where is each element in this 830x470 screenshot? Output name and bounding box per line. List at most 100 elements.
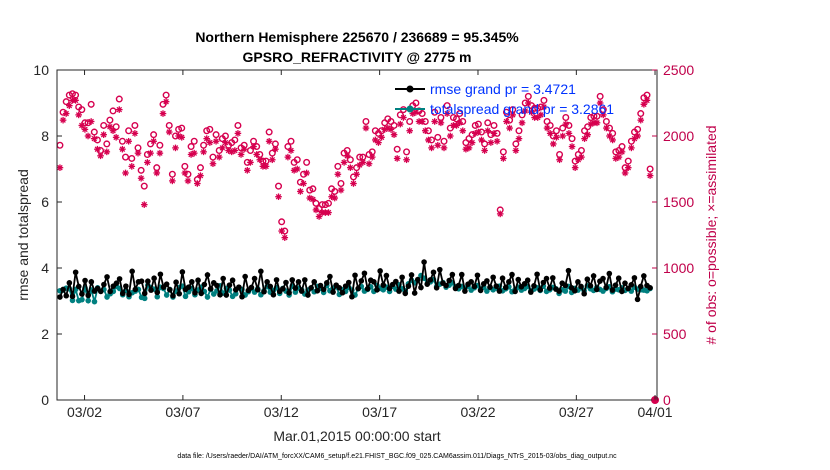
obs-assimilated-stroke-78-3 xyxy=(300,180,307,187)
obs-assimilated-point-151 xyxy=(528,108,535,116)
obs-assimilated-point-58 xyxy=(237,151,245,158)
obs-assimilated-stroke-20-3 xyxy=(119,146,126,152)
obs-assimilated-point-90 xyxy=(337,186,345,194)
y-right-tick-label-2: 1000 xyxy=(663,260,694,276)
y-axis-left-label: rmse and totalspread xyxy=(15,169,31,301)
rmse-point-98 xyxy=(364,285,371,292)
obs-assimilated-point-73 xyxy=(284,153,292,161)
obs-possible-point-10 xyxy=(87,100,95,108)
obs-assimilated-stroke-158-3 xyxy=(550,141,557,147)
rmse-point-46 xyxy=(201,281,208,288)
rmse-point-161 xyxy=(562,282,569,289)
obs-assimilated-stroke-189-3 xyxy=(647,172,653,179)
obs-possible-point-46 xyxy=(200,141,208,149)
obs-possible-point-120 xyxy=(431,108,439,116)
rmse-point-101 xyxy=(374,286,380,293)
obs-assimilated-point-163 xyxy=(565,130,573,137)
rmse-point-137 xyxy=(487,284,493,290)
obs-assimilated-stroke-33-3 xyxy=(160,110,166,117)
obs-assimilated-stroke-59-3 xyxy=(241,146,247,152)
rmse-point-110 xyxy=(402,290,409,297)
rmse-point-142 xyxy=(502,284,509,291)
obs-possible-point-139 xyxy=(490,121,498,129)
obs-assimilated-stroke-155-3 xyxy=(541,104,547,110)
obs-possible-point-20 xyxy=(118,137,126,145)
obs-possible-point-175 xyxy=(602,117,610,125)
spread-point-34 xyxy=(163,292,170,298)
obs-assimilated-point-14 xyxy=(100,131,107,138)
obs-assimilated-stroke-136-3 xyxy=(481,147,488,154)
rmse-point-19 xyxy=(116,276,123,282)
obs-assimilated-stroke-122-3 xyxy=(438,120,444,126)
obs-assimilated-point-69 xyxy=(272,145,279,153)
obs-possible-point-161 xyxy=(559,124,567,132)
legend-rmse-label: rmse grand pr = 3.4721 xyxy=(430,81,576,97)
obs-assimilated-point-82 xyxy=(312,206,320,214)
obs-assimilated-point-158 xyxy=(550,140,557,148)
obs-assimilated-point-61 xyxy=(247,159,254,166)
obs-assimilated-stroke-64-3 xyxy=(257,156,263,163)
obs-possible-point-108 xyxy=(393,145,401,153)
obs-assimilated-point-146 xyxy=(512,147,520,154)
x-tick-label-4: 03/22 xyxy=(460,404,495,420)
obs-assimilated-point-116 xyxy=(418,118,426,125)
obs-assimilated-point-31 xyxy=(153,169,161,177)
rmse-point-13 xyxy=(97,288,104,295)
obs-assimilated-stroke-68-3 xyxy=(269,156,276,163)
obs-assimilated-stroke-51-3 xyxy=(216,154,222,160)
obs-assimilated-stroke-98-3 xyxy=(363,125,369,131)
rmse-point-168 xyxy=(584,276,591,283)
obs-assimilated-point-25 xyxy=(134,149,142,157)
obs-assimilated-point-142 xyxy=(500,155,507,162)
obs-possible-point-114 xyxy=(412,99,420,107)
rmse-point-134 xyxy=(477,287,484,294)
rmse-point-96 xyxy=(358,278,365,284)
rmse-point-169 xyxy=(587,283,594,289)
obs-assimilated-point-97 xyxy=(359,159,367,166)
obs-assimilated-point-2 xyxy=(62,110,70,117)
rmse-point-92 xyxy=(345,279,352,286)
rmse-point-173 xyxy=(600,275,606,282)
obs-possible-point-171 xyxy=(590,112,598,120)
obs-assimilated-stroke-110-3 xyxy=(400,114,407,121)
obs-assimilated-point-24 xyxy=(131,130,139,137)
obs-possible-point-35 xyxy=(165,121,173,129)
obs-assimilated-point-135 xyxy=(478,136,485,144)
obs-assimilated-stroke-37-3 xyxy=(172,145,179,151)
obs-possible-point-43 xyxy=(190,137,198,145)
obs-assimilated-stroke-71-3 xyxy=(278,228,285,234)
spread-point-56 xyxy=(232,290,239,297)
obs-possible-point-67 xyxy=(265,128,273,136)
obs-possible-point-42 xyxy=(187,143,195,151)
obs-assimilated-stroke-9-3 xyxy=(85,133,91,139)
obs-assimilated-stroke-18-3 xyxy=(113,134,119,141)
obs-possible-point-107 xyxy=(390,121,398,129)
obs-possible-point-116 xyxy=(418,110,426,118)
obs-assimilated-point-165 xyxy=(571,164,579,171)
obs-assimilated-point-185 xyxy=(634,132,641,140)
obs-assimilated-point-131 xyxy=(465,144,473,152)
obs-assimilated-stroke-161-3 xyxy=(559,133,566,139)
obs-assimilated-point-188 xyxy=(643,97,651,104)
obs-assimilated-point-8 xyxy=(81,126,89,133)
spread-point-7 xyxy=(79,296,85,303)
obs-assimilated-stroke-87-3 xyxy=(328,193,335,200)
obs-assimilated-point-13 xyxy=(97,152,104,160)
obs-assimilated-point-95 xyxy=(353,170,360,178)
obs-assimilated-point-19 xyxy=(115,106,123,113)
rmse-point-120 xyxy=(433,285,440,291)
obs-assimilated-point-180 xyxy=(618,148,626,156)
obs-assimilated-stroke-129-3 xyxy=(459,127,466,134)
rmse-point-50 xyxy=(214,282,220,289)
rmse-point-65 xyxy=(261,288,267,295)
obs-assimilated-stroke-86-3 xyxy=(325,209,332,216)
spread-point-11 xyxy=(91,298,98,305)
obs-assimilated-stroke-60-3 xyxy=(244,167,251,174)
obs-assimilated-point-37 xyxy=(172,144,179,152)
rmse-point-27 xyxy=(141,290,148,297)
obs-possible-point-19 xyxy=(115,95,123,103)
obs-assimilated-point-66 xyxy=(262,163,270,170)
obs-assimilated-stroke-182-3 xyxy=(625,164,632,171)
obs-assimilated-stroke-157-3 xyxy=(547,130,553,137)
obs-assimilated-stroke-27-3 xyxy=(141,201,148,208)
